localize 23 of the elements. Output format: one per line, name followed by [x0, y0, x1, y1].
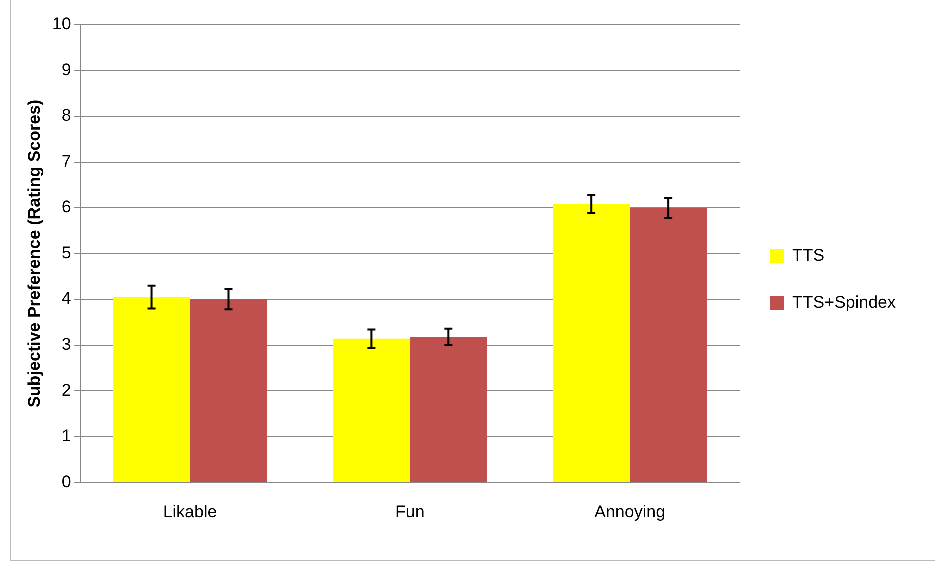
y-tick-label: 10 [52, 14, 72, 34]
legend-label: TTS+Spindex [792, 293, 896, 312]
bar [410, 337, 488, 482]
y-tick-label: 6 [62, 198, 72, 217]
x-tick-label: Annoying [594, 502, 666, 522]
bar [190, 300, 268, 482]
y-tick-label: 2 [62, 380, 72, 400]
y-tick-label: 8 [62, 106, 72, 126]
x-tick-label: Likable [163, 502, 218, 522]
y-axis-title: Subjective Preference (Rating Scores) [24, 100, 44, 408]
y-tick-label: 4 [62, 289, 72, 308]
x-tick-label: Fun [396, 502, 425, 522]
y-tick-label: 3 [62, 335, 72, 354]
legend-label: TTS [792, 246, 825, 266]
bar [113, 297, 190, 482]
y-tick-label: 1 [62, 426, 72, 446]
bar [333, 338, 410, 482]
bar [553, 204, 630, 482]
bar [630, 208, 708, 482]
y-tick-label: 5 [62, 243, 72, 262]
y-tick-label: 9 [62, 60, 72, 80]
y-tick-label: 0 [62, 472, 72, 492]
y-tick-label: 7 [62, 152, 72, 171]
